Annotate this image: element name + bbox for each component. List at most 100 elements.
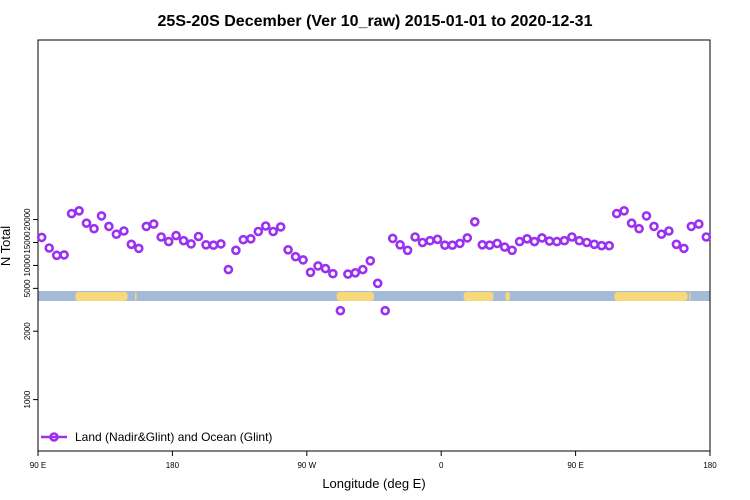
data-point	[641, 211, 652, 221]
data-point	[134, 243, 144, 254]
land-band	[336, 292, 374, 301]
data-point	[298, 255, 308, 265]
data-point	[477, 240, 488, 250]
data-point	[216, 239, 226, 249]
chart-title: 25S-20S December (Ver 10_raw) 2015-01-01…	[158, 13, 593, 30]
data-point	[581, 237, 592, 248]
data-point	[126, 239, 137, 250]
data-point	[529, 236, 540, 247]
data-point	[119, 226, 129, 236]
data-point	[96, 211, 107, 221]
data-point	[268, 226, 279, 237]
x-axis: 90 E 180 90 W 0 90 E 180	[30, 451, 717, 470]
data-point	[686, 221, 697, 232]
data-point	[350, 267, 361, 278]
data-point	[634, 223, 644, 234]
y-tick-label: 1000	[23, 390, 32, 408]
legend-label: Land (Nadir&Glint) and Ocean (Glint)	[75, 430, 272, 444]
data-point	[410, 232, 420, 242]
data-point	[111, 229, 122, 239]
data-point	[51, 250, 62, 261]
data-point	[507, 245, 517, 256]
data-point	[44, 243, 55, 253]
data-point	[193, 231, 204, 242]
data-point	[514, 236, 525, 247]
data-point	[290, 251, 301, 262]
data-point	[484, 240, 495, 250]
data-point	[567, 232, 577, 242]
data-point	[156, 232, 166, 242]
data-point	[357, 264, 368, 275]
data-point	[246, 234, 256, 244]
data-point	[679, 243, 689, 254]
data-point	[440, 240, 450, 250]
data-point	[275, 222, 286, 232]
y-tick-label: 2000	[23, 322, 32, 340]
land-band	[505, 292, 510, 301]
data-point	[231, 245, 241, 256]
data-point	[74, 206, 84, 216]
data-point	[395, 240, 405, 250]
data-point	[462, 233, 473, 243]
data-point	[701, 232, 712, 242]
land-band	[689, 292, 691, 301]
x-tick-label: 90 E	[30, 461, 46, 470]
data-point	[320, 263, 331, 274]
data-point	[604, 240, 615, 251]
data-point	[260, 221, 271, 231]
data-point	[537, 233, 547, 243]
data-point	[201, 240, 211, 250]
data-point	[425, 235, 435, 246]
data-point	[649, 221, 659, 232]
data-point	[544, 236, 555, 246]
data-point	[223, 264, 234, 275]
data-point	[552, 236, 562, 247]
y-tick-label: 15000	[23, 231, 32, 254]
data-point	[387, 233, 398, 244]
data-point	[328, 268, 338, 279]
legend-marker	[49, 432, 59, 442]
data-point	[626, 218, 637, 228]
data-point	[283, 245, 293, 255]
data-point	[141, 221, 152, 232]
data-point	[522, 234, 532, 244]
data-point	[253, 226, 264, 237]
data-point	[238, 234, 249, 245]
data-point	[208, 240, 219, 250]
data-point	[455, 238, 465, 249]
land-band	[75, 292, 128, 301]
data-point	[469, 217, 480, 227]
data-point	[372, 278, 383, 289]
data-point	[163, 236, 174, 247]
data-point	[664, 226, 674, 236]
data-point	[559, 235, 570, 246]
data-point	[66, 208, 77, 219]
y-tick-label: 20000	[23, 208, 32, 231]
data-point	[402, 245, 413, 256]
data-point	[335, 305, 346, 316]
data-point	[589, 239, 600, 250]
data-point	[171, 230, 181, 241]
data-point	[499, 242, 510, 252]
data-point	[432, 234, 443, 245]
data-point	[305, 267, 316, 278]
land-band	[614, 292, 688, 301]
data-point	[59, 250, 69, 260]
data-point	[104, 221, 114, 232]
data-point	[36, 232, 47, 243]
x-axis-label: Longitude (deg E)	[322, 476, 425, 491]
data-point	[89, 223, 99, 234]
data-point	[492, 238, 503, 249]
data-point	[186, 239, 196, 249]
plot-frame	[37, 39, 711, 452]
x-tick-label: 0	[439, 461, 444, 470]
y-tick-label: 10000	[23, 254, 32, 277]
legend: Land (Nadir&Glint) and Ocean (Glint)	[41, 430, 272, 444]
data-point	[178, 235, 189, 246]
y-axis-label: N Total	[0, 226, 13, 266]
data-point	[343, 269, 353, 279]
data-point	[417, 237, 428, 248]
y-tick-label: 5000	[23, 279, 32, 297]
